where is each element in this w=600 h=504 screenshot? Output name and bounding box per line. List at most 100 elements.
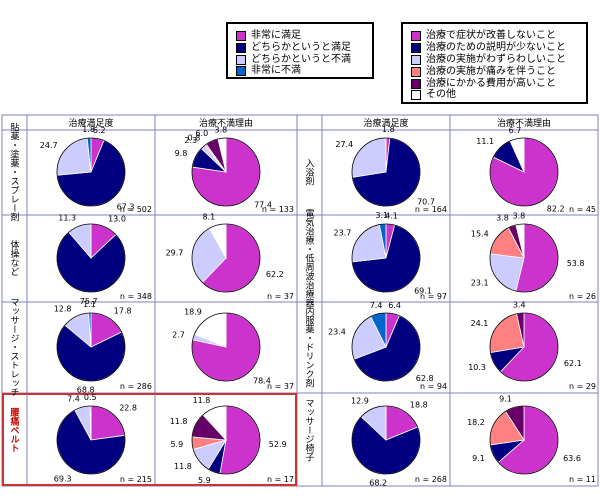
- header-reasons-left: 治療不満理由: [199, 117, 253, 129]
- pie-outline: [489, 223, 559, 293]
- pie-data-label: 11.8: [174, 462, 192, 471]
- pie-data-label: 53.8: [567, 259, 585, 268]
- row-label: マッサージ・ストレッチ: [9, 298, 20, 397]
- pie-data-label: 1.1: [83, 300, 96, 309]
- row-label-highlighted: 腰痛ベルト: [9, 407, 21, 452]
- pie-data-label: 6.2: [93, 126, 106, 135]
- pie-data-label: 69.3: [54, 474, 72, 483]
- pie-chart: 13.0 75.7 11.3 n = 348: [56, 214, 152, 306]
- legend-item-very-satisfied: 非常に満足: [236, 30, 301, 41]
- legend-item-somewhat-satisfied: どちらかというと満足: [236, 42, 351, 53]
- row-label: 貼薬・塗薬・スプレー剤: [9, 121, 20, 222]
- sample-size-label: n = 29: [569, 382, 596, 391]
- pie-data-label: 17.8: [114, 307, 132, 316]
- pie-outline: [489, 312, 559, 382]
- header-satisfaction-right: 治療満足度: [363, 117, 408, 129]
- pie-data-label: 2.7: [172, 330, 185, 339]
- pie-data-label: 62.2: [266, 270, 284, 279]
- pie-chart: 17.8 68.8 12.8 1.1 n = 286: [54, 300, 152, 395]
- legend-swatch: [236, 65, 246, 76]
- pie-data-label: 68.2: [369, 478, 387, 487]
- pie-data-label: 0.5: [84, 393, 97, 402]
- pie-outline: [56, 137, 126, 207]
- legend-item-painful: 治療の実施が痛みを伴うこと: [411, 66, 556, 77]
- legend-item-somewhat-dissatisfied: どちらかというと不満: [236, 54, 351, 65]
- pie-data-label: 22.8: [119, 404, 137, 413]
- pie-data-label: 52.9: [269, 440, 287, 449]
- legend-swatch: [411, 89, 421, 100]
- sample-size-label: n = 133: [262, 205, 294, 214]
- pie-data-label: 1.8: [382, 125, 395, 134]
- row-label: 電気治療・低周波治療器: [304, 208, 315, 307]
- row-label: 体操など: [9, 239, 20, 276]
- pie-data-label: 3.8: [215, 125, 228, 134]
- legend-swatch: [236, 54, 246, 65]
- sample-size-label: n = 17: [267, 475, 294, 484]
- legend-item-little-explanation: 治療のための説明が少ないこと: [411, 42, 566, 53]
- pie-data-label: 1.8: [82, 125, 95, 134]
- legend-label: 治療の実施が痛みを伴うこと: [426, 66, 556, 77]
- pie-data-label: 23.1: [471, 278, 489, 287]
- sample-size-label: n = 268: [415, 475, 447, 484]
- pie-data-label: 10.3: [468, 363, 486, 372]
- pie-data-label: 3.4: [513, 300, 526, 309]
- pie-chart: 4.1 69.1 23.7 3.1 n = 97: [333, 211, 447, 301]
- highlight-box: [2, 393, 297, 486]
- pie-data-label: 78.4: [253, 377, 271, 386]
- sample-size-label: n = 502: [120, 205, 152, 214]
- pie-chart: 6.4 62.8 23.4 7.4 n = 94: [328, 301, 447, 391]
- pie-data-label: 3.8: [513, 211, 526, 220]
- pie-chart: 63.6 9.1 18.2 9.1 n = 11: [467, 395, 596, 484]
- pie-data-label: 24.1: [471, 319, 489, 328]
- legend-swatch: [411, 30, 421, 41]
- pie-data-label: 11.1: [476, 137, 494, 146]
- pie-chart: 1.8 70.7 27.4 n = 164: [335, 125, 447, 214]
- sample-size-label: n = 45: [569, 205, 596, 214]
- pie-chart: 77.4 9.8 2.30.86.0 3.8 n = 133: [175, 125, 294, 214]
- pie-outline: [191, 223, 261, 293]
- pie-data-label: 8.1: [202, 212, 215, 221]
- pie-data-label: 12.9: [351, 397, 369, 406]
- pie-chart: 82.2 11.1 6.7 n = 45: [476, 126, 596, 214]
- legend-item-other: その他: [411, 89, 456, 100]
- pie-data-label: 7.4: [370, 301, 383, 310]
- pie-outline: [191, 312, 261, 382]
- legend-label: どちらかというと不満: [251, 54, 351, 65]
- pie-slice: [56, 137, 92, 176]
- pie-outline: [351, 137, 421, 207]
- legend-label: 治療にかかる費用が高いこと: [426, 78, 556, 89]
- legend-label: 非常に不満: [251, 65, 301, 76]
- legend-swatch: [411, 54, 421, 65]
- header-reasons-right: 治療不満理由: [497, 117, 551, 129]
- legend-label: 治療で症状が改善しないこと: [426, 30, 556, 41]
- sample-size-label: n = 94: [420, 382, 447, 391]
- pie-data-label: 7.4: [67, 395, 80, 404]
- pie-data-label: 6.0: [195, 129, 208, 138]
- pie-chart: 78.4 2.7 18.9 n = 37: [172, 307, 294, 391]
- pie-data-label: 27.4: [335, 140, 353, 149]
- pie-layer: 6.2 67.3 24.7 1.8 n = 502 77.4 9.8 2.30.86.0 3.8…: [40, 125, 596, 487]
- legend-label: どちらかというと満足: [251, 42, 351, 53]
- legend-label: 非常に満足: [251, 30, 301, 41]
- pie-data-label: 75.7: [80, 297, 98, 306]
- legend-swatch: [236, 42, 246, 53]
- pie-data-label: 13.0: [108, 215, 126, 224]
- pie-data-label: 11.8: [193, 396, 211, 405]
- pie-outline: [56, 312, 126, 382]
- pie-data-label: 70.7: [417, 198, 435, 207]
- pie-data-label: 62.1: [564, 359, 582, 368]
- pie-data-label: 23.7: [333, 229, 351, 238]
- pie-data-label: 11.3: [58, 214, 76, 223]
- pie-outline: [489, 137, 559, 207]
- pie-outline: [191, 405, 261, 475]
- pie-outline: [56, 223, 126, 293]
- row-label: マッサージ椅子: [304, 399, 315, 462]
- legend-item-no-improvement: 治療で症状が改善しないこと: [411, 30, 556, 41]
- pie-data-label: 67.3: [117, 203, 135, 212]
- pie-outline: [191, 137, 261, 207]
- grid-frame: [1, 114, 599, 487]
- legend-swatch: [411, 42, 421, 53]
- pie-data-label: 3.1: [375, 211, 388, 220]
- legend-label: その他: [426, 89, 456, 100]
